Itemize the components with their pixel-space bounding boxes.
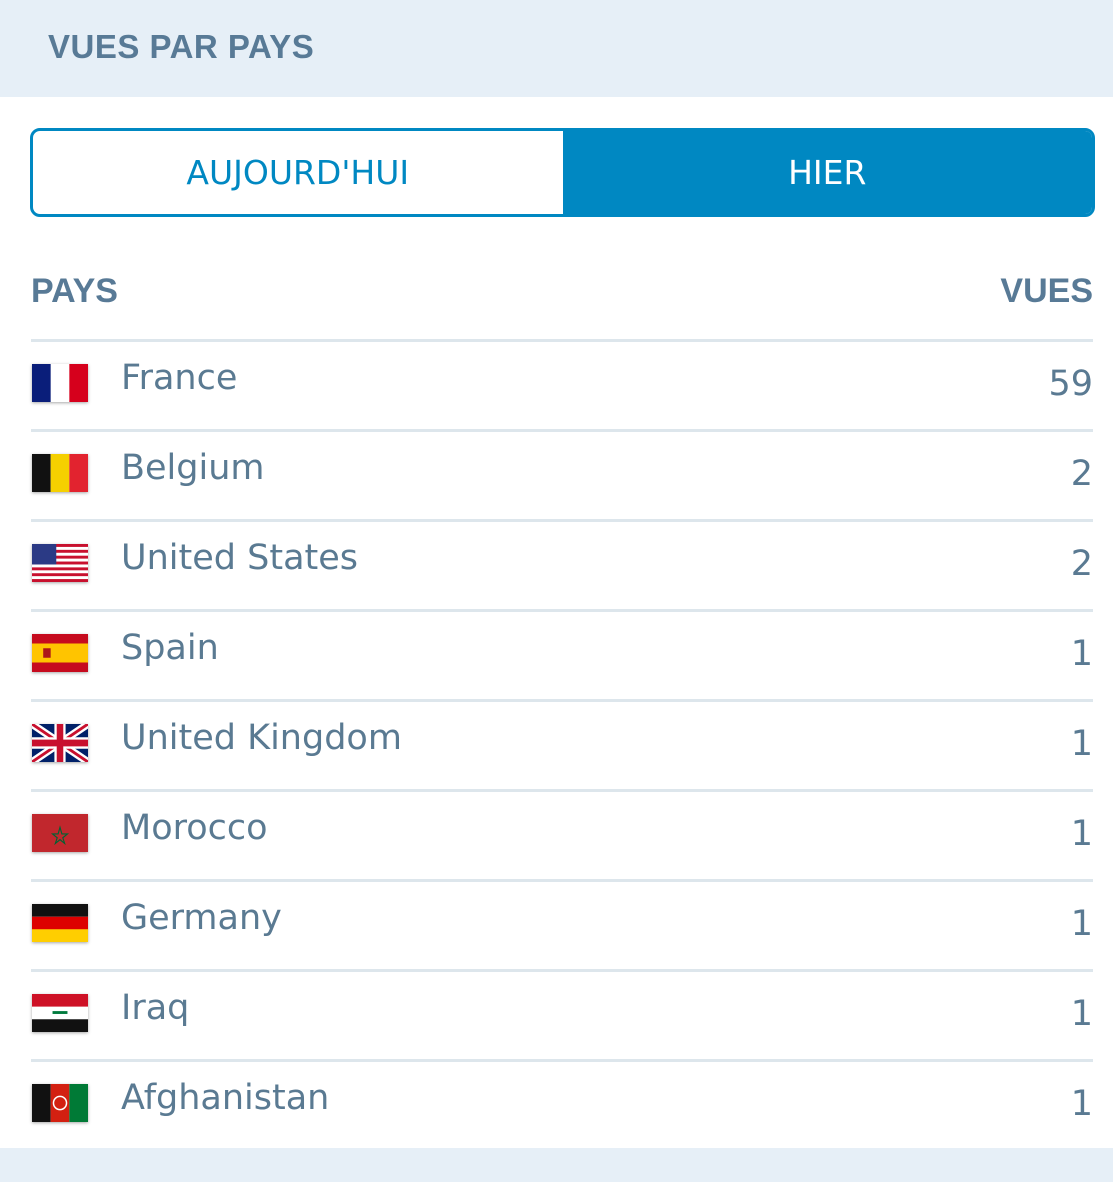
country-name: United States [121, 538, 359, 578]
view-count: 1 [1070, 904, 1093, 944]
spain-flag-icon [32, 634, 88, 672]
views-by-country-panel: AUJOURD'HUI HIER PAYS VUES France 59 Belgi… [0, 97, 1113, 1148]
view-count: 1 [1070, 1084, 1093, 1124]
germany-flag-icon [32, 904, 88, 942]
table-row[interactable]: Afghanistan 1 [31, 1062, 1093, 1149]
country-name: Morocco [121, 808, 268, 848]
view-count: 59 [1048, 364, 1093, 404]
country-list: France 59 Belgium 2 United States 2 Spain 1 Unit… [31, 342, 1093, 1149]
country-name: Belgium [121, 448, 265, 488]
country-name: Germany [121, 898, 282, 938]
country-name: Spain [121, 628, 219, 668]
table-row[interactable]: France 59 [31, 342, 1093, 432]
view-count: 2 [1070, 544, 1093, 584]
france-flag-icon [32, 364, 88, 402]
afghanistan-flag-icon [32, 1084, 88, 1122]
view-count: 1 [1070, 724, 1093, 764]
country-name: France [121, 358, 238, 398]
table-row[interactable]: United States 2 [31, 522, 1093, 612]
view-count: 1 [1070, 814, 1093, 854]
united-kingdom-flag-icon [32, 724, 88, 762]
united-states-flag-icon [32, 544, 88, 582]
country-name: Afghanistan [121, 1078, 330, 1118]
country-name: United Kingdom [121, 718, 402, 758]
iraq-flag-icon [32, 994, 88, 1032]
section-header: VUES PAR PAYS [0, 0, 1113, 97]
tab-today[interactable]: AUJOURD'HUI [186, 153, 410, 192]
section-title: VUES PAR PAYS [48, 28, 315, 65]
view-count: 2 [1070, 454, 1093, 494]
table-row[interactable]: Morocco 1 [31, 792, 1093, 882]
table-row[interactable]: Germany 1 [31, 882, 1093, 972]
period-toggle: AUJOURD'HUI HIER [30, 128, 1095, 217]
column-country: PAYS [31, 272, 118, 310]
country-name: Iraq [121, 988, 190, 1028]
table-row[interactable]: United Kingdom 1 [31, 702, 1093, 792]
table-row[interactable]: Iraq 1 [31, 972, 1093, 1062]
view-count: 1 [1070, 634, 1093, 674]
tab-yesterday[interactable]: HIER [562, 131, 1092, 214]
table-row[interactable]: Spain 1 [31, 612, 1093, 702]
column-views: VUES [1000, 272, 1093, 310]
belgium-flag-icon [32, 454, 88, 492]
table-row[interactable]: Belgium 2 [31, 432, 1093, 522]
morocco-flag-icon [32, 814, 88, 852]
table-header: PAYS VUES [31, 272, 1093, 342]
view-count: 1 [1070, 994, 1093, 1034]
